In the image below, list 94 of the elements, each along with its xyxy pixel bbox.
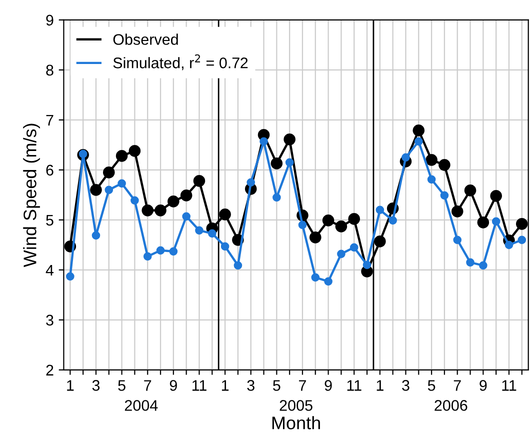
point: [324, 277, 332, 286]
y-tick-label: 5: [46, 214, 54, 226]
y-tick-label: 3: [46, 314, 54, 326]
point: [118, 179, 126, 188]
y-tick-label: 8: [46, 64, 54, 76]
y-tick-label: 4: [46, 264, 54, 276]
point: [208, 229, 216, 238]
point: [362, 260, 372, 270]
text: 2005: [280, 400, 312, 411]
point: [477, 216, 490, 228]
point: [168, 196, 180, 208]
point: [376, 206, 384, 214]
point: [234, 261, 242, 270]
point: [246, 178, 256, 187]
x-tick-label: 5: [428, 380, 436, 391]
point: [412, 124, 425, 136]
point: [402, 153, 410, 162]
point: [285, 158, 294, 167]
point: [143, 252, 152, 261]
x-tick-label: 9: [324, 380, 332, 391]
point: [492, 217, 500, 226]
x-tick-label: 5: [273, 380, 280, 391]
x-tick-label: 11: [192, 380, 206, 391]
x-tick-label: 9: [480, 380, 487, 391]
point: [284, 134, 296, 146]
point: [453, 236, 462, 244]
legend-label: Simulated, r$^{2}$ = 0.72: [113, 54, 248, 70]
point: [440, 191, 449, 200]
point: [260, 137, 268, 146]
point: [193, 175, 206, 187]
point: [374, 236, 386, 248]
point: [78, 150, 88, 158]
point: [464, 184, 476, 196]
point: [311, 273, 320, 282]
y-axis-title: Wind Speed (m/s): [23, 124, 40, 268]
x-tick-label: 7: [454, 380, 461, 391]
point: [337, 250, 346, 258]
x-tick-label: 11: [347, 380, 362, 391]
point: [427, 175, 436, 184]
point: [414, 137, 423, 146]
point: [350, 243, 358, 252]
point: [195, 226, 204, 235]
point: [322, 214, 334, 226]
point: [518, 236, 526, 244]
text: 2006: [434, 400, 468, 411]
y-tick-label: 2: [46, 364, 54, 376]
point: [270, 158, 283, 170]
point: [426, 154, 438, 166]
point: [128, 145, 141, 157]
x-tick-label: 9: [170, 380, 177, 391]
point: [298, 220, 307, 230]
point: [220, 242, 230, 251]
point: [490, 190, 502, 202]
y-tick-label: 7: [46, 114, 54, 126]
x-tick-label: 3: [92, 380, 100, 391]
point: [182, 212, 190, 221]
x-tick-label: 3: [247, 380, 254, 391]
x-tick-label: 7: [299, 380, 306, 391]
x-tick-label: 5: [118, 380, 126, 391]
x-tick-label: 1: [376, 380, 384, 391]
x-tick-label: 7: [144, 380, 152, 391]
point: [335, 220, 348, 232]
point: [116, 150, 128, 162]
legend-label: Observed: [113, 34, 178, 45]
point: [272, 193, 281, 202]
y-tick-label: 6: [46, 164, 54, 176]
point: [154, 204, 166, 216]
point: [479, 261, 488, 270]
point: [169, 247, 178, 256]
point: [348, 213, 360, 225]
point: [90, 184, 102, 196]
y-tick-label: 9: [46, 14, 54, 26]
point: [142, 204, 154, 216]
point: [219, 208, 231, 220]
point: [180, 190, 192, 202]
point: [102, 166, 115, 178]
point: [130, 196, 139, 205]
point: [309, 232, 322, 244]
point: [504, 240, 514, 250]
point: [438, 159, 450, 171]
x-axis-title: Month: [272, 416, 320, 430]
x-tick-label: 1: [222, 380, 229, 391]
x-tick-label: 1: [67, 380, 74, 391]
point: [388, 216, 397, 225]
point: [92, 231, 100, 240]
point: [66, 272, 74, 281]
point: [451, 206, 464, 218]
point: [516, 218, 528, 230]
point: [466, 258, 474, 267]
point: [104, 186, 114, 194]
text: 2004: [124, 400, 158, 411]
x-tick-label: 3: [402, 380, 410, 391]
point: [156, 246, 165, 255]
x-tick-label: 11: [502, 380, 516, 391]
